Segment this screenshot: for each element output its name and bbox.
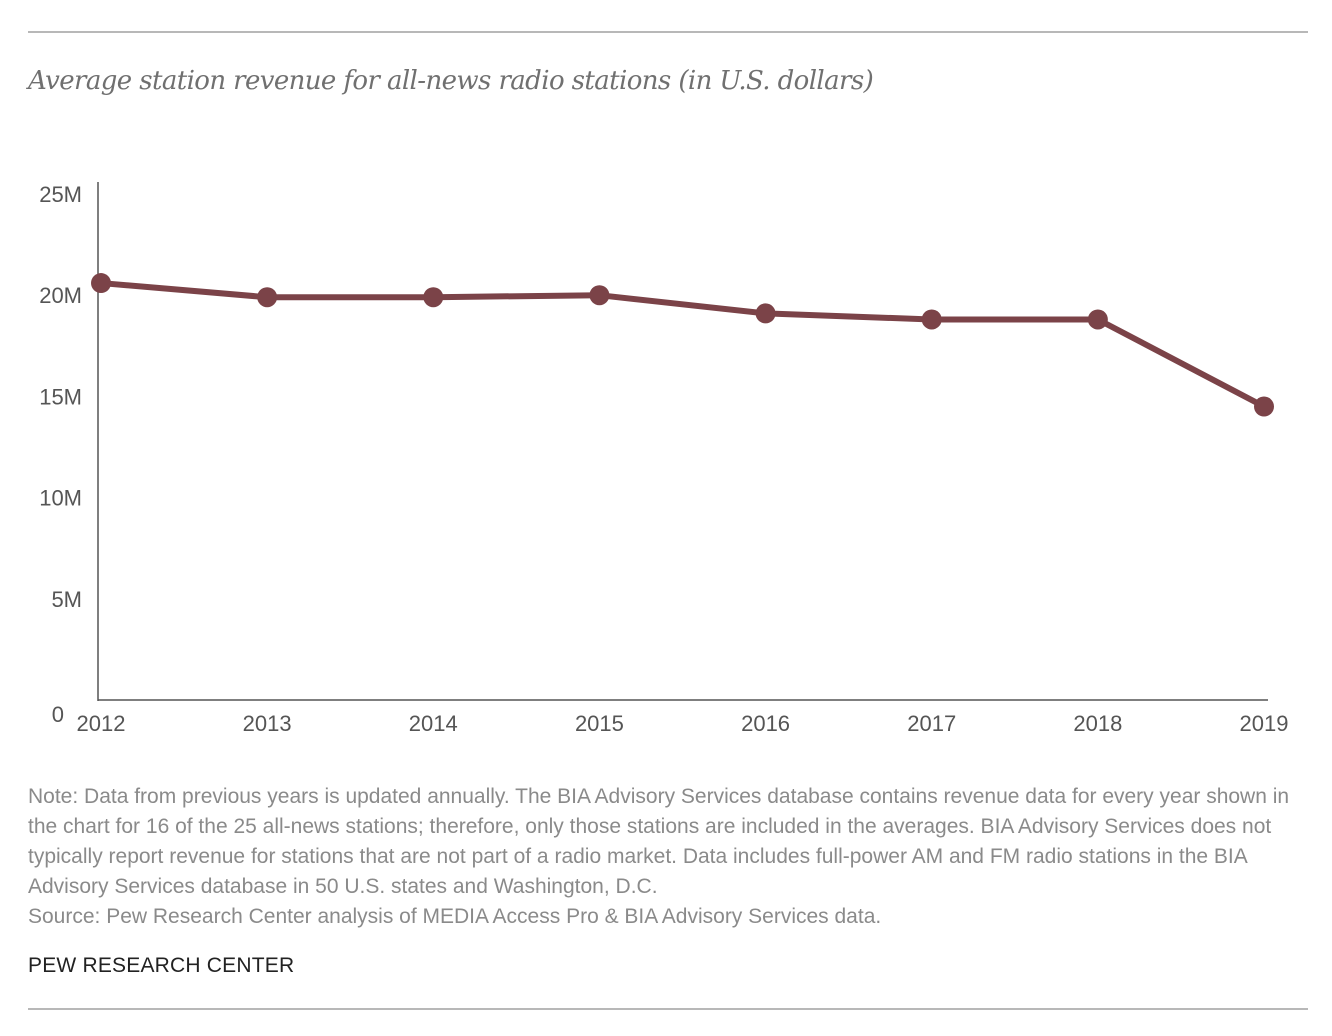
top-divider: [28, 31, 1308, 33]
y-tick-label: 0: [52, 702, 64, 727]
x-tick-label: 2012: [77, 711, 126, 736]
data-point: [423, 287, 444, 308]
series-line: [98, 280, 1267, 410]
x-tick-label: 2018: [1073, 711, 1122, 736]
data-point: [257, 287, 278, 308]
chart-note: Note: Data from previous years is update…: [28, 782, 1313, 902]
y-tick-label: 15M: [39, 384, 82, 409]
note-text: Note: Data from previous years is update…: [28, 785, 1290, 898]
data-point: [921, 309, 942, 330]
x-tick-label: 2017: [907, 711, 956, 736]
x-tick-label: 2015: [575, 711, 624, 736]
y-tick-label: 25M: [39, 182, 82, 207]
x-tick-label: 2014: [409, 711, 458, 736]
brand-label: PEW RESEARCH CENTER: [28, 954, 295, 977]
x-tick-label: 2013: [243, 711, 292, 736]
x-tick-label: 2019: [1240, 711, 1289, 736]
chart-source: Source: Pew Research Center analysis of …: [28, 905, 882, 928]
y-tick-label: 10M: [39, 486, 82, 511]
data-point: [1254, 396, 1274, 417]
data-point: [589, 285, 610, 306]
bottom-divider: [28, 1008, 1308, 1010]
y-tick-label: 20M: [39, 283, 82, 308]
chart-title: Average station revenue for all-news rad…: [28, 66, 874, 96]
data-point: [1087, 309, 1108, 330]
data-point: [755, 303, 776, 324]
y-tick-label: 5M: [51, 587, 82, 612]
data-point: [91, 273, 111, 294]
x-tick-label: 2016: [741, 711, 790, 736]
